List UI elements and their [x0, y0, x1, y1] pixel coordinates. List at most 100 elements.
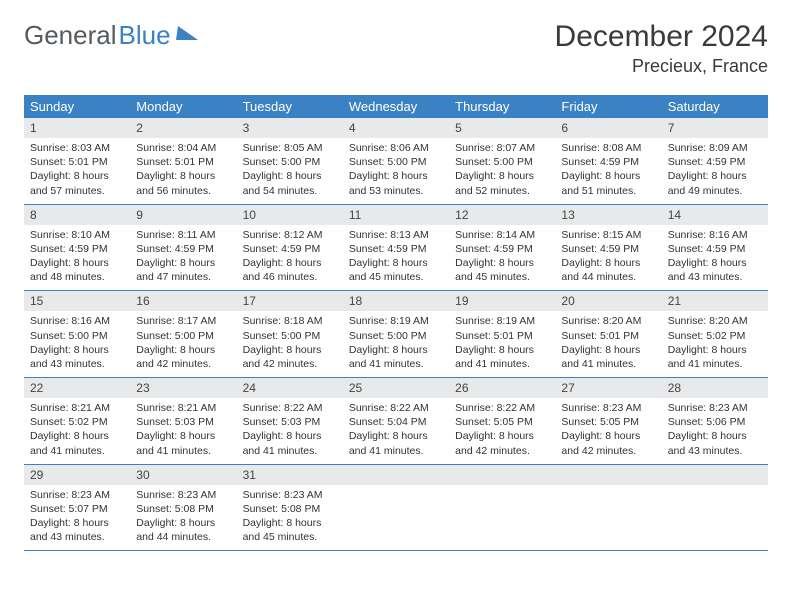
- day-cell: 19Sunrise: 8:19 AMSunset: 5:01 PMDayligh…: [449, 291, 555, 377]
- day-number: 2: [130, 118, 236, 138]
- daylight-text: Daylight: 8 hours and 43 minutes.: [30, 343, 124, 371]
- day-cell: 21Sunrise: 8:20 AMSunset: 5:02 PMDayligh…: [662, 291, 768, 377]
- sunrise-text: Sunrise: 8:22 AM: [455, 401, 549, 415]
- day-body: Sunrise: 8:17 AMSunset: 5:00 PMDaylight:…: [130, 311, 236, 377]
- daylight-text: Daylight: 8 hours and 45 minutes.: [349, 256, 443, 284]
- sunrise-text: Sunrise: 8:21 AM: [136, 401, 230, 415]
- day-cell: 22Sunrise: 8:21 AMSunset: 5:02 PMDayligh…: [24, 378, 130, 464]
- daylight-text: Daylight: 8 hours and 41 minutes.: [349, 429, 443, 457]
- day-body: Sunrise: 8:03 AMSunset: 5:01 PMDaylight:…: [24, 138, 130, 204]
- sunset-text: Sunset: 4:59 PM: [30, 242, 124, 256]
- logo-text-2: Blue: [119, 20, 171, 51]
- day-cell: 8Sunrise: 8:10 AMSunset: 4:59 PMDaylight…: [24, 205, 130, 291]
- logo: GeneralBlue: [24, 20, 199, 51]
- sunset-text: Sunset: 5:05 PM: [561, 415, 655, 429]
- day-body: Sunrise: 8:22 AMSunset: 5:04 PMDaylight:…: [343, 398, 449, 464]
- day-body: Sunrise: 8:22 AMSunset: 5:03 PMDaylight:…: [237, 398, 343, 464]
- daylight-text: Daylight: 8 hours and 43 minutes.: [30, 516, 124, 544]
- day-body: Sunrise: 8:21 AMSunset: 5:03 PMDaylight:…: [130, 398, 236, 464]
- day-body: Sunrise: 8:19 AMSunset: 5:01 PMDaylight:…: [449, 311, 555, 377]
- day-body: Sunrise: 8:23 AMSunset: 5:08 PMDaylight:…: [237, 485, 343, 551]
- week-row: 15Sunrise: 8:16 AMSunset: 5:00 PMDayligh…: [24, 291, 768, 378]
- day-cell: 13Sunrise: 8:15 AMSunset: 4:59 PMDayligh…: [555, 205, 661, 291]
- day-number: 14: [662, 205, 768, 225]
- day-body: [449, 485, 555, 543]
- weekday-sunday: Sunday: [24, 95, 130, 118]
- sunset-text: Sunset: 5:07 PM: [30, 502, 124, 516]
- day-body: Sunrise: 8:23 AMSunset: 5:07 PMDaylight:…: [24, 485, 130, 551]
- sunset-text: Sunset: 5:08 PM: [243, 502, 337, 516]
- day-number: 13: [555, 205, 661, 225]
- day-cell: 29Sunrise: 8:23 AMSunset: 5:07 PMDayligh…: [24, 465, 130, 551]
- sunset-text: Sunset: 5:01 PM: [30, 155, 124, 169]
- daylight-text: Daylight: 8 hours and 42 minutes.: [455, 429, 549, 457]
- daylight-text: Daylight: 8 hours and 51 minutes.: [561, 169, 655, 197]
- day-number: 9: [130, 205, 236, 225]
- day-cell: 18Sunrise: 8:19 AMSunset: 5:00 PMDayligh…: [343, 291, 449, 377]
- day-number: [555, 465, 661, 485]
- day-number: 26: [449, 378, 555, 398]
- sunrise-text: Sunrise: 8:18 AM: [243, 314, 337, 328]
- weekday-friday: Friday: [555, 95, 661, 118]
- day-number: 25: [343, 378, 449, 398]
- week-row: 1Sunrise: 8:03 AMSunset: 5:01 PMDaylight…: [24, 118, 768, 205]
- day-body: Sunrise: 8:16 AMSunset: 4:59 PMDaylight:…: [662, 225, 768, 291]
- day-number: 10: [237, 205, 343, 225]
- daylight-text: Daylight: 8 hours and 46 minutes.: [243, 256, 337, 284]
- day-body: [555, 485, 661, 543]
- day-body: Sunrise: 8:07 AMSunset: 5:00 PMDaylight:…: [449, 138, 555, 204]
- sunrise-text: Sunrise: 8:09 AM: [668, 141, 762, 155]
- day-number: 12: [449, 205, 555, 225]
- daylight-text: Daylight: 8 hours and 49 minutes.: [668, 169, 762, 197]
- day-cell: 1Sunrise: 8:03 AMSunset: 5:01 PMDaylight…: [24, 118, 130, 204]
- sunset-text: Sunset: 5:00 PM: [30, 329, 124, 343]
- sunrise-text: Sunrise: 8:23 AM: [136, 488, 230, 502]
- day-body: Sunrise: 8:13 AMSunset: 4:59 PMDaylight:…: [343, 225, 449, 291]
- day-body: Sunrise: 8:08 AMSunset: 4:59 PMDaylight:…: [555, 138, 661, 204]
- daylight-text: Daylight: 8 hours and 47 minutes.: [136, 256, 230, 284]
- logo-text-1: General: [24, 20, 117, 51]
- sunrise-text: Sunrise: 8:16 AM: [30, 314, 124, 328]
- day-body: Sunrise: 8:20 AMSunset: 5:01 PMDaylight:…: [555, 311, 661, 377]
- sunset-text: Sunset: 5:05 PM: [455, 415, 549, 429]
- day-number: 23: [130, 378, 236, 398]
- day-cell: 23Sunrise: 8:21 AMSunset: 5:03 PMDayligh…: [130, 378, 236, 464]
- week-row: 8Sunrise: 8:10 AMSunset: 4:59 PMDaylight…: [24, 205, 768, 292]
- month-title: December 2024: [555, 20, 768, 54]
- sunset-text: Sunset: 5:08 PM: [136, 502, 230, 516]
- day-cell: [662, 465, 768, 551]
- weeks-container: 1Sunrise: 8:03 AMSunset: 5:01 PMDaylight…: [24, 118, 768, 551]
- daylight-text: Daylight: 8 hours and 41 minutes.: [455, 343, 549, 371]
- day-cell: 17Sunrise: 8:18 AMSunset: 5:00 PMDayligh…: [237, 291, 343, 377]
- daylight-text: Daylight: 8 hours and 52 minutes.: [455, 169, 549, 197]
- sunrise-text: Sunrise: 8:06 AM: [349, 141, 443, 155]
- sunrise-text: Sunrise: 8:13 AM: [349, 228, 443, 242]
- sunrise-text: Sunrise: 8:15 AM: [561, 228, 655, 242]
- daylight-text: Daylight: 8 hours and 41 minutes.: [561, 343, 655, 371]
- day-number: 31: [237, 465, 343, 485]
- sunset-text: Sunset: 5:00 PM: [243, 155, 337, 169]
- sunset-text: Sunset: 5:00 PM: [455, 155, 549, 169]
- day-number: 6: [555, 118, 661, 138]
- day-number: 17: [237, 291, 343, 311]
- sunrise-text: Sunrise: 8:17 AM: [136, 314, 230, 328]
- daylight-text: Daylight: 8 hours and 42 minutes.: [243, 343, 337, 371]
- day-number: 20: [555, 291, 661, 311]
- day-cell: [449, 465, 555, 551]
- sunset-text: Sunset: 4:59 PM: [561, 242, 655, 256]
- sunset-text: Sunset: 4:59 PM: [136, 242, 230, 256]
- sunset-text: Sunset: 5:00 PM: [136, 329, 230, 343]
- weekday-wednesday: Wednesday: [343, 95, 449, 118]
- sunrise-text: Sunrise: 8:22 AM: [349, 401, 443, 415]
- sunrise-text: Sunrise: 8:19 AM: [455, 314, 549, 328]
- daylight-text: Daylight: 8 hours and 45 minutes.: [455, 256, 549, 284]
- sunrise-text: Sunrise: 8:21 AM: [30, 401, 124, 415]
- sunrise-text: Sunrise: 8:03 AM: [30, 141, 124, 155]
- day-number: [662, 465, 768, 485]
- sunrise-text: Sunrise: 8:23 AM: [561, 401, 655, 415]
- sunrise-text: Sunrise: 8:23 AM: [30, 488, 124, 502]
- daylight-text: Daylight: 8 hours and 41 minutes.: [136, 429, 230, 457]
- weekday-tuesday: Tuesday: [237, 95, 343, 118]
- sunset-text: Sunset: 5:01 PM: [136, 155, 230, 169]
- day-number: 24: [237, 378, 343, 398]
